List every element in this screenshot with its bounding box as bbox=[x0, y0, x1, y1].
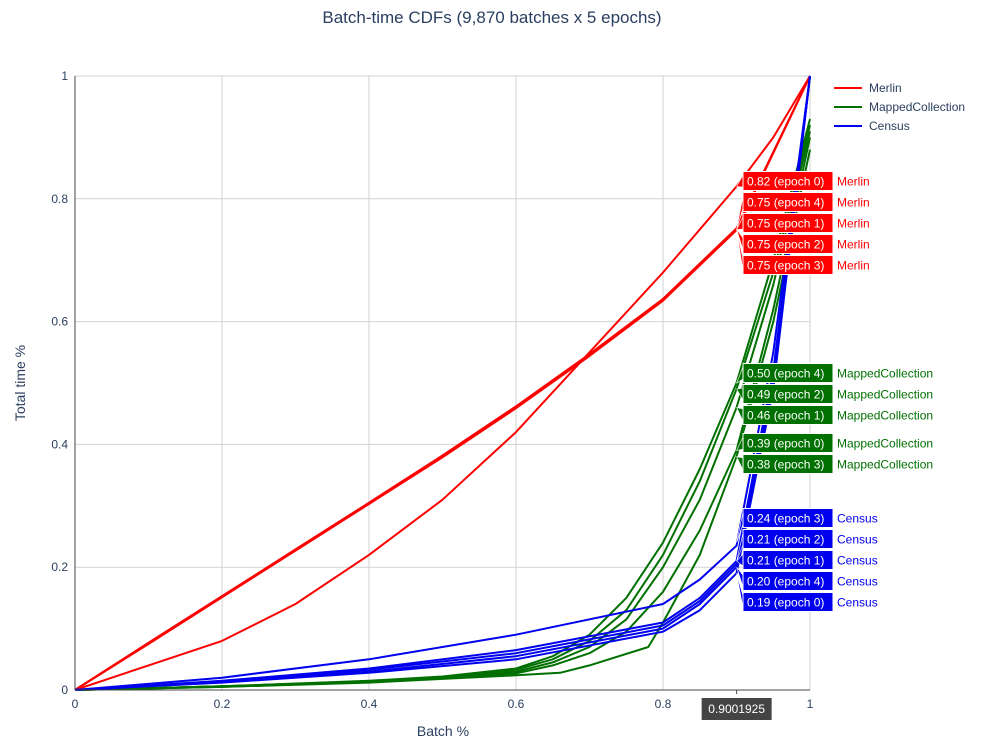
y-tick-label: 1 bbox=[61, 69, 68, 83]
hover-labels: 0.9001925 0.82 (epoch 0) Merlin 0.75 (epoch… bbox=[701, 171, 933, 720]
legend[interactable]: Merlin MappedCollection Census bbox=[834, 81, 965, 133]
y-tick-label: 0.4 bbox=[51, 437, 68, 451]
hover-label-value: 0.50 (epoch 4) bbox=[747, 367, 824, 381]
hover-label-value: 0.46 (epoch 1) bbox=[747, 409, 824, 423]
hover-label-box bbox=[742, 213, 834, 233]
hover-label-value: 0.75 (epoch 3) bbox=[747, 259, 824, 273]
series-line-merlin-epoch-3 bbox=[74, 75, 811, 691]
hover-label-value: 0.75 (epoch 1) bbox=[747, 217, 824, 231]
y-axis-title: Total time % bbox=[12, 345, 28, 421]
hover-label-value: 0.75 (epoch 4) bbox=[747, 196, 824, 210]
x-tick-label: 0 bbox=[72, 697, 79, 711]
hover-label-series-name: Merlin bbox=[837, 238, 870, 252]
legend-item-mappedcollection[interactable]: MappedCollection bbox=[834, 100, 965, 114]
hover-x-label: 0.9001925 bbox=[708, 702, 765, 716]
y-tick-label: 0 bbox=[61, 683, 68, 697]
hover-label-series-name: MappedCollection bbox=[837, 367, 933, 381]
hover-label-series-name: Census bbox=[837, 533, 878, 547]
hover-label-box bbox=[742, 529, 834, 549]
hover-x-label-box bbox=[701, 698, 772, 720]
hover-label-value: 0.82 (epoch 0) bbox=[747, 175, 824, 189]
hover-label-box bbox=[742, 255, 834, 275]
hover-label-series-name: Census bbox=[837, 512, 878, 526]
hover-label-box bbox=[742, 171, 834, 191]
hover-label-value: 0.20 (epoch 4) bbox=[747, 575, 824, 589]
x-tick-label: 0.6 bbox=[508, 697, 525, 711]
hover-label-box bbox=[742, 234, 834, 254]
x-tick-label: 1 bbox=[807, 697, 814, 711]
axes: 00 0.2 0.2 0.4 0.4 0.6 0.6 0.8 0.8 1 1 bbox=[51, 69, 813, 711]
hover-label-value: 0.38 (epoch 3) bbox=[747, 458, 824, 472]
legend-label: Census bbox=[869, 119, 910, 133]
legend-item-census[interactable]: Census bbox=[834, 119, 910, 133]
hover-label-box bbox=[742, 405, 834, 425]
chart-title: Batch-time CDFs (9,870 batches x 5 epoch… bbox=[322, 8, 661, 27]
hover-label-box bbox=[742, 550, 834, 570]
hover-label-series-name: MappedCollection bbox=[837, 437, 933, 451]
hover-label-box bbox=[742, 363, 834, 383]
hover-label-box bbox=[742, 384, 834, 404]
legend-label: Merlin bbox=[869, 81, 902, 95]
legend-item-merlin[interactable]: Merlin bbox=[834, 81, 902, 95]
hover-label-value: 0.39 (epoch 0) bbox=[747, 437, 824, 451]
y-tick-label: 0.6 bbox=[51, 315, 68, 329]
y-tick-label: 0.8 bbox=[51, 192, 68, 206]
x-tick-label: 0.8 bbox=[655, 697, 672, 711]
hover-label-series-name: Merlin bbox=[837, 259, 870, 273]
hover-label-value: 0.49 (epoch 2) bbox=[747, 388, 824, 402]
hover-label-series-name: MappedCollection bbox=[837, 458, 933, 472]
hover-label-series-name: MappedCollection bbox=[837, 409, 933, 423]
hover-label-value: 0.19 (epoch 0) bbox=[747, 596, 824, 610]
x-axis-title: Batch % bbox=[417, 723, 469, 739]
hover-label-value: 0.24 (epoch 3) bbox=[747, 512, 824, 526]
hover-label-box bbox=[742, 433, 834, 453]
hover-label-box bbox=[742, 592, 834, 612]
y-tick-label: 0.2 bbox=[51, 560, 68, 574]
hover-label-box bbox=[742, 192, 834, 212]
hover-label-series-name: Merlin bbox=[837, 217, 870, 231]
hover-label-box bbox=[742, 571, 834, 591]
hover-label-box bbox=[742, 508, 834, 528]
x-tick-label: 0.2 bbox=[214, 697, 231, 711]
hover-label-series-name: Census bbox=[837, 554, 878, 568]
hover-label-value: 0.21 (epoch 1) bbox=[747, 554, 824, 568]
hover-label-value: 0.75 (epoch 2) bbox=[747, 238, 824, 252]
hover-label-series-name: Merlin bbox=[837, 196, 870, 210]
hover-label-series-name: Merlin bbox=[837, 175, 870, 189]
hover-label-series-name: Census bbox=[837, 575, 878, 589]
hover-label-box bbox=[742, 454, 834, 474]
hover-label-series-name: MappedCollection bbox=[837, 388, 933, 402]
hover-label-series-name: Census bbox=[837, 596, 878, 610]
x-tick-label: 0.4 bbox=[361, 697, 378, 711]
hover-label-value: 0.21 (epoch 2) bbox=[747, 533, 824, 547]
legend-label: MappedCollection bbox=[869, 100, 965, 114]
